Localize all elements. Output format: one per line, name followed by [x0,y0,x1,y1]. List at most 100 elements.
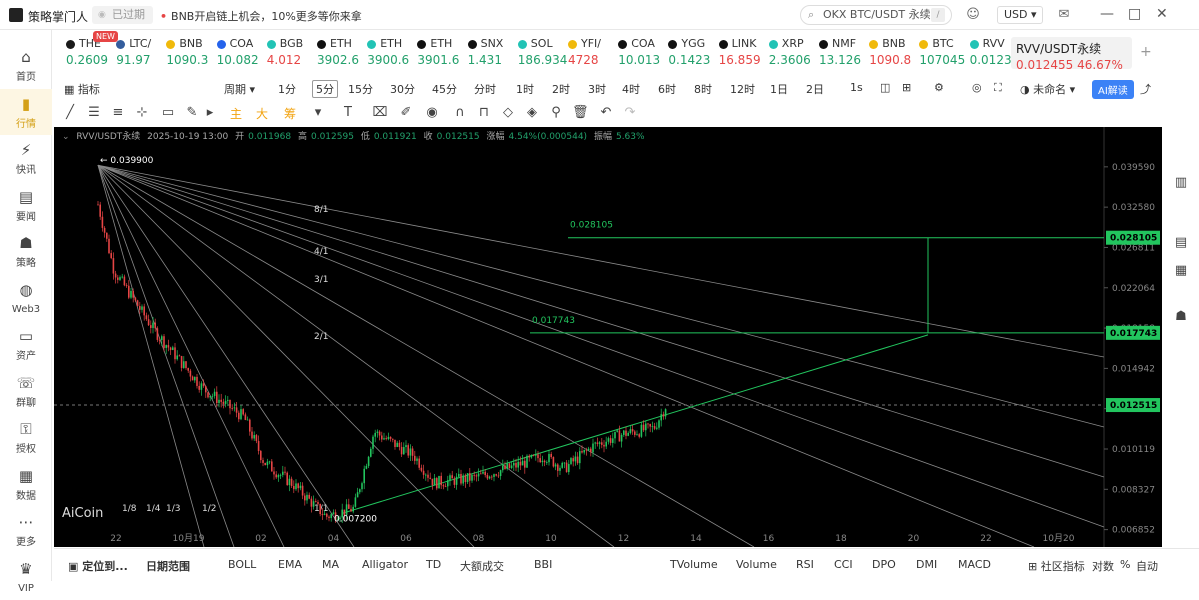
indicator-tab-9[interactable]: RSI [796,558,814,571]
robot-icon[interactable]: ☗ [1175,309,1187,324]
share-icon[interactable]: ⤴ [1140,83,1151,96]
ticker-item[interactable]: COA 10.082 [217,36,269,72]
indicator-tab-7[interactable]: TVolume [670,558,718,571]
interval-15[interactable]: 1s [850,81,863,94]
ruler-icon[interactable]: ⌧ [372,105,388,120]
horizontal-lines-icon[interactable]: ☰ [88,105,100,120]
trend-line-icon[interactable]: ╱ [66,105,74,120]
sidebar-item-6[interactable]: ▭ 资产 [0,321,52,367]
ticker-item[interactable]: ETH 3901.6 [417,36,469,72]
profile-icon[interactable]: ☺ [966,7,980,22]
eye-icon[interactable]: ◉ [426,105,438,120]
indicator-button[interactable]: ▦ 指标 [64,83,100,96]
pencil-icon[interactable]: ✎ [186,105,198,120]
ticker-item[interactable]: SOL 186.934 [518,36,570,72]
magnet-icon[interactable]: ∩ [455,105,465,120]
ticker-item[interactable]: ETH 3900.6 [367,36,419,72]
indicator-tab-11[interactable]: DPO [872,558,896,571]
main-force-mark[interactable]: 主 [229,107,242,121]
currency-select[interactable]: USD ▾ [997,6,1043,24]
search-box[interactable]: ⌕ OKX BTC/USDT 永续 / [800,5,952,25]
locate-button[interactable]: ▣ 定位到... [68,560,128,573]
sidebar-item-5[interactable]: ◍ Web3 [0,275,52,321]
layout-name[interactable]: ◑ 未命名 ▾ [1020,83,1076,96]
interval-12[interactable]: 12时 [730,83,755,96]
text-tool-icon[interactable]: T [344,105,352,120]
big-order-mark[interactable]: 大 [255,107,268,121]
panel-icon[interactable]: ▥ [1174,175,1188,190]
kline-chart[interactable]: 0.0395900.0325800.0268110.0220640.018158… [54,127,1162,548]
ai-interpret-button[interactable]: AI解读 [1092,80,1134,99]
sidebar-item-4[interactable]: ☗ 策略 [0,228,52,274]
announcement[interactable]: • BNB开启链上机会，10%更多等你来拿 [160,8,362,24]
maximize-icon[interactable]: □ [1128,6,1142,22]
sidebar-item-2[interactable]: ⚡ 快讯 [0,135,52,181]
indicator-tab-5[interactable]: 大额成交 [460,560,504,573]
expired-tab[interactable]: 已过期 [92,6,153,24]
sidebar-item-11[interactable]: ♛ VIP [0,554,52,600]
add-ticker-icon[interactable]: + [1140,44,1152,60]
indicator-tab-8[interactable]: Volume [736,558,777,571]
dropdown-icon[interactable]: ▾ [314,105,322,120]
lock-icon[interactable]: ⊓ [478,105,490,120]
sidebar-item-10[interactable]: ⋯ 更多 [0,507,52,553]
community-indicators[interactable]: ⊞ 社区指标 [1028,560,1085,573]
ticker-item[interactable]: ETH 3902.6 [317,36,369,72]
auto-scale-toggle[interactable]: 自动 [1136,560,1158,573]
ticker-item[interactable]: SNX 1.431 [468,36,520,72]
chart-area[interactable]: 0.0395900.0325800.0268110.0220640.018158… [54,127,1162,548]
indicator-tab-12[interactable]: DMI [916,558,938,571]
indicator-tab-10[interactable]: CCI [834,558,853,571]
indicator-tab-4[interactable]: TD [426,558,442,571]
close-icon[interactable]: ✕ [1156,6,1168,22]
crosshair-icon[interactable]: ⊹ [136,105,148,120]
grid-icon[interactable]: ▦ [1174,263,1188,278]
interval-13[interactable]: 1日 [770,83,788,96]
pen-icon[interactable]: ✐ [400,105,412,120]
active-ticker[interactable]: RVV/USDT永续 0.012455 46.67% [1011,37,1132,72]
parallel-lines-icon[interactable]: ≡ [112,105,124,120]
ticker-item[interactable]: BTC 107045 [919,36,971,72]
ticker-item[interactable]: RVV 0.0123 [970,36,1022,72]
trash-icon[interactable]: 🗑 [572,105,589,120]
undo-icon[interactable]: ↶ [600,105,612,120]
interval-9[interactable]: 4时 [622,83,640,96]
interval-8[interactable]: 3时 [588,83,606,96]
ticker-item[interactable]: LTC/91.97 [116,36,168,72]
mirror-icon[interactable]: ◈ [527,105,537,120]
interval-6[interactable]: 1时 [516,83,534,96]
sidebar-item-0[interactable]: ⌂ 首页 [0,42,52,88]
target-icon[interactable]: ◎ [972,81,982,94]
interval-3[interactable]: 30分 [390,83,415,96]
interval-5[interactable]: 分时 [474,83,496,96]
mail-icon[interactable]: ✉ [1058,7,1070,22]
interval-2[interactable]: 15分 [348,83,373,96]
interval-4[interactable]: 45分 [432,83,457,96]
percent-toggle[interactable]: % [1120,558,1131,571]
ticker-item[interactable]: BNB 1090.3 [166,36,218,72]
sidebar-item-3[interactable]: ▤ 要闻 [0,182,52,228]
log-scale-toggle[interactable]: 对数 [1092,560,1114,573]
chips-mark[interactable]: 筹 [283,107,296,121]
ticker-item[interactable]: NMF 13.126 [819,36,871,72]
interval-1[interactable]: 5分 [312,80,338,98]
camera-icon[interactable]: ◫ [880,81,891,94]
fullscreen-icon[interactable]: ⛶ [994,81,1002,94]
ticker-item[interactable]: XRP 2.3606 [769,36,821,72]
indicator-tab-6[interactable]: BBI [534,558,553,571]
sidebar-item-9[interactable]: ▦ 数据 [0,461,52,507]
ticker-item[interactable]: YGG 0.1423 [668,36,720,72]
eraser-icon[interactable]: ◇ [503,105,513,120]
sidebar-item-8[interactable]: ⚿ 授权 [0,414,52,460]
indicator-tab-0[interactable]: BOLL [228,558,257,571]
filter-icon[interactable]: ⚲ [551,105,561,120]
layout-icon[interactable]: ⊞ [902,81,912,94]
period-button[interactable]: 周期 ▾ [224,83,256,96]
more-tools-icon[interactable]: ▸ [206,105,214,120]
indicator-tab-1[interactable]: EMA [278,558,302,571]
minimize-icon[interactable]: — [1100,6,1114,22]
sidebar-item-7[interactable]: ☏ 群聊 [0,368,52,414]
indicator-tab-13[interactable]: MACD [958,558,991,571]
ticker-item[interactable]: BGB 4.012 [267,36,319,72]
indicator-tab-2[interactable]: MA [322,558,340,571]
